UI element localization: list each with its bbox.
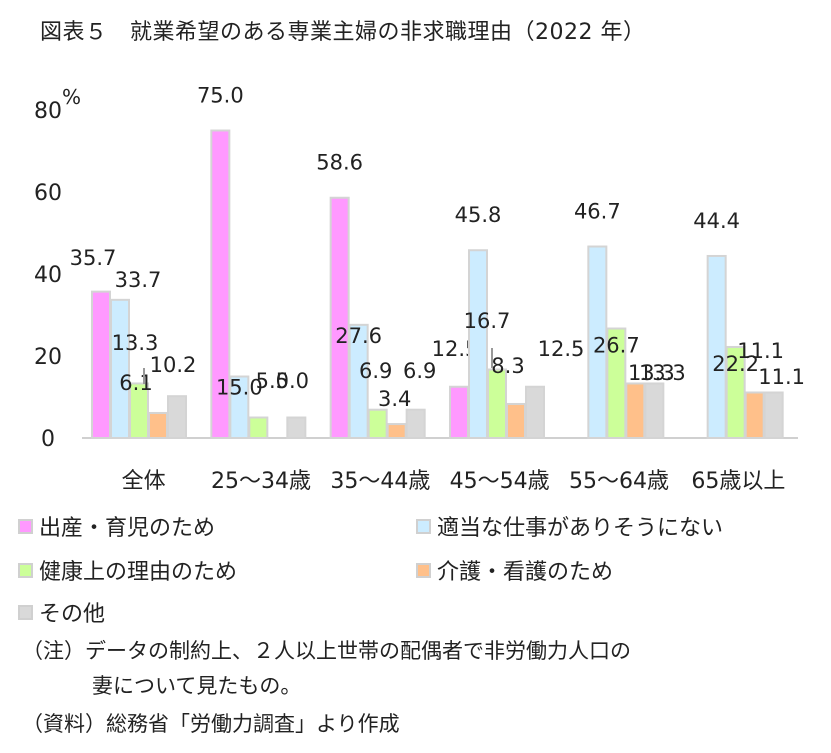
x-tick-label: 45～54歳 <box>450 469 550 494</box>
y-tick-label: 60 <box>34 181 62 206</box>
data-label: 13.3 <box>112 331 159 355</box>
bar <box>744 391 765 439</box>
data-label: 13.3 <box>639 361 686 385</box>
legend-item: その他 <box>18 596 105 628</box>
bar <box>367 408 388 439</box>
data-label: 6.9 <box>403 359 436 383</box>
bar <box>167 395 187 439</box>
legend-swatch <box>416 518 431 534</box>
bar <box>644 382 665 439</box>
bar <box>386 423 407 439</box>
x-tick-label: 65歳以上 <box>691 469 785 494</box>
y-tick-label: 80 <box>34 99 62 124</box>
bar <box>348 323 369 439</box>
data-label: 15.0 <box>216 376 263 400</box>
data-label: 13.3 <box>628 361 675 385</box>
data-label: 75.0 <box>197 84 244 108</box>
legend-item: 適当な仕事がありそうにない <box>416 510 723 542</box>
x-tick-label: 35～44歳 <box>330 469 430 494</box>
y-tick-label: 40 <box>34 263 62 288</box>
data-label: 11.1 <box>758 365 805 389</box>
y-tick-label: 0 <box>41 427 55 452</box>
legend-label: 出産・育児のため <box>39 516 216 541</box>
legend-label: 健康上の理由のため <box>39 560 238 585</box>
data-label: 6.1 <box>119 371 152 395</box>
data-label: 6.9 <box>359 359 392 383</box>
data-label: 10.2 <box>150 353 197 377</box>
bar <box>506 402 526 439</box>
bar <box>468 249 488 439</box>
bar <box>625 382 646 439</box>
bar <box>329 196 350 439</box>
legend-swatch <box>18 562 33 578</box>
bar <box>487 368 507 439</box>
x-tick-label: 全体 <box>122 469 166 494</box>
data-label: 44.4 <box>693 209 740 233</box>
legend-label: その他 <box>39 602 106 627</box>
bar <box>286 416 307 439</box>
bar <box>763 391 784 439</box>
bar <box>110 298 130 439</box>
data-label: 58.6 <box>316 151 363 175</box>
bar <box>525 385 545 439</box>
data-label: 26.7 <box>593 334 640 358</box>
legend-label: 適当な仕事がありそうにない <box>437 516 724 541</box>
legend-item: 健康上の理由のため <box>18 554 237 586</box>
x-tick-label: 25～34歳 <box>211 469 311 494</box>
data-label: 3.4 <box>378 387 411 411</box>
bar <box>706 254 727 439</box>
data-label: 5.0 <box>276 369 309 393</box>
note-line-2: 妻について見たもの。 <box>92 674 302 698</box>
bar <box>210 129 231 439</box>
data-label: 45.8 <box>455 203 502 227</box>
bar <box>229 375 250 439</box>
bar-chart: 0 20 40 60 80% 35.7 75.0 58.6 12.5 33.7 15.0 27.6 45… <box>34 84 805 495</box>
source-note: （資料）総務省「労働力調査」より作成 <box>22 712 400 736</box>
legend-swatch <box>18 518 33 534</box>
bar <box>91 290 111 439</box>
chart-title: 図表５ 就業希望のある専業主婦の非求職理由（2022 年） <box>40 20 646 45</box>
bar <box>148 411 168 439</box>
data-label: 16.7 <box>464 309 511 333</box>
data-label: 11.1 <box>737 339 784 363</box>
bar <box>405 408 426 439</box>
bar <box>449 385 469 439</box>
bar <box>248 416 269 439</box>
data-label: 46.7 <box>574 200 621 224</box>
data-label: 33.7 <box>115 268 162 292</box>
bar <box>129 382 149 439</box>
x-tick-label: 55～64歳 <box>569 469 669 494</box>
note-line-1: （注）データの制約上、２人以上世帯の配偶者で非労働力人口の <box>22 639 631 663</box>
data-label: 8.3 <box>491 354 524 378</box>
legend-label: 介護・看護のため <box>437 560 614 585</box>
data-label: 35.7 <box>70 246 117 270</box>
data-label: 22.2 <box>712 352 759 376</box>
legend-item: 出産・育児のため <box>18 510 215 542</box>
data-label: 27.6 <box>335 324 382 348</box>
data-label: 5.0 <box>256 369 289 393</box>
legend-swatch <box>416 562 431 578</box>
data-label: 12.5 <box>538 337 585 361</box>
y-unit-label: % <box>62 85 81 109</box>
legend-swatch <box>18 604 33 620</box>
legend-item: 介護・看護のため <box>416 554 613 586</box>
y-tick-label: 20 <box>34 345 62 370</box>
